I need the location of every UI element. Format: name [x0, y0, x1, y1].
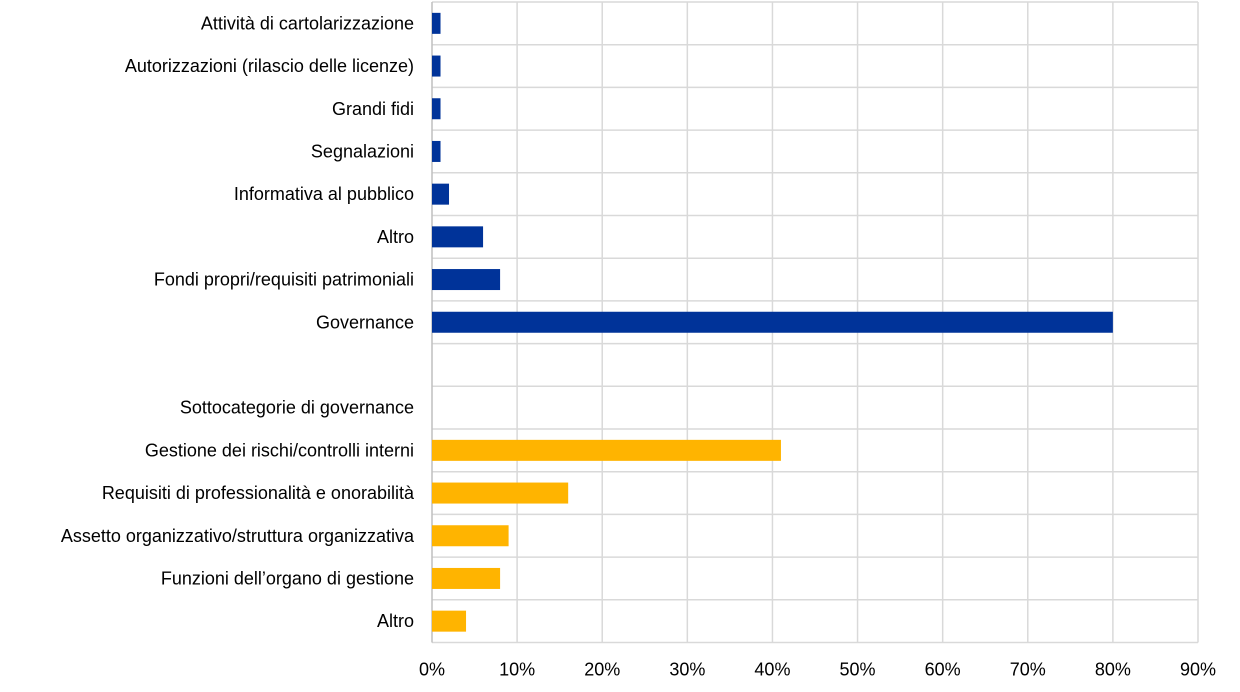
category-label: Fondi propri/requisiti patrimoniali: [154, 270, 414, 290]
bar-governance_sub: [432, 525, 509, 547]
bar-main: [432, 98, 441, 120]
x-tick-label: 30%: [669, 660, 705, 680]
category-label: Requisiti di professionalità e onorabili…: [102, 483, 415, 503]
bar-governance_sub: [432, 439, 781, 461]
category-label: Altro: [377, 227, 414, 247]
category-label: Governance: [316, 312, 414, 332]
bar-governance_sub: [432, 482, 569, 504]
category-label: Sottocategorie di governance: [180, 398, 414, 418]
category-label: Altro: [377, 611, 414, 631]
x-tick-label: 60%: [925, 660, 961, 680]
x-tick-label: 80%: [1095, 660, 1131, 680]
x-tick-label: 40%: [754, 660, 790, 680]
axis-layer: 0% 10% 20% 30% 40% 50% 60% 70% 80% 90%: [419, 660, 1216, 680]
x-tick-label: 90%: [1180, 660, 1216, 680]
bar-governance_sub: [432, 610, 467, 632]
category-label: Assetto organizzativo/struttura organizz…: [61, 526, 415, 546]
x-tick-label: 50%: [840, 660, 876, 680]
category-label: Gestione dei rischi/controlli interni: [145, 440, 414, 460]
category-label: Grandi fidi: [332, 99, 414, 119]
bar-main: [432, 226, 484, 248]
bar-main: [432, 140, 441, 162]
category-label: Informativa al pubblico: [234, 184, 414, 204]
category-label: Autorizzazioni (rilascio delle licenze): [125, 56, 414, 76]
bar-layer: [432, 12, 1113, 632]
bar-main: [432, 269, 501, 291]
label-layer: Attività di cartolarizzazione Autorizzazi…: [61, 13, 415, 631]
category-label: Funzioni dell’organo di gestione: [161, 568, 414, 588]
bar-main: [432, 311, 1113, 333]
bar-main: [432, 55, 441, 77]
bar-main: [432, 183, 450, 205]
category-label: Attività di cartolarizzazione: [201, 13, 414, 33]
x-tick-label: 10%: [499, 660, 535, 680]
bar-main: [432, 12, 441, 34]
category-label: Segnalazioni: [311, 141, 414, 161]
x-tick-label: 70%: [1010, 660, 1046, 680]
bar-governance_sub: [432, 567, 501, 589]
x-tick-label: 20%: [584, 660, 620, 680]
x-tick-label: 0%: [419, 660, 445, 680]
